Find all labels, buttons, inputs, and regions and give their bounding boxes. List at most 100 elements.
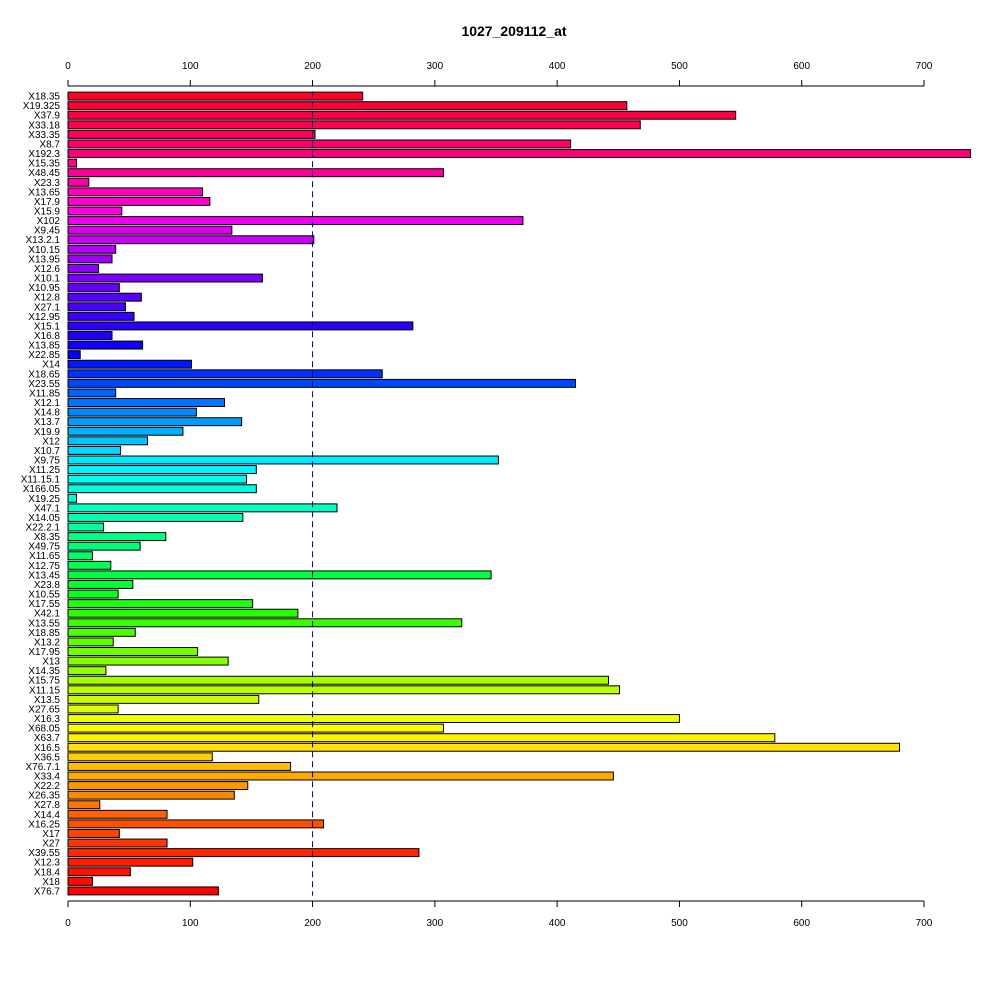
bar (67, 340, 144, 350)
bar (67, 149, 971, 159)
bar (67, 311, 135, 321)
category-label: X22.2.1 (26, 523, 61, 534)
category-label: X18.65 (28, 369, 60, 380)
category-label: X11.25 (29, 465, 60, 476)
category-label: X18.35 (28, 92, 60, 103)
bar (67, 91, 364, 101)
bar (67, 455, 499, 465)
bar (67, 656, 229, 666)
category-label: X12 (42, 436, 60, 447)
tick-label-bottom: 0 (65, 918, 71, 929)
category-label: X22.2 (34, 781, 61, 792)
category-label: X27.8 (34, 800, 61, 811)
bar (67, 216, 524, 226)
category-label: X17.9 (34, 197, 61, 208)
category-label: X10.55 (28, 590, 60, 601)
category-label: X9.75 (34, 455, 61, 466)
bar (67, 484, 257, 494)
tick-label-bottom: 700 (916, 918, 933, 929)
category-label: X11.15.1 (21, 475, 61, 486)
bar (67, 771, 614, 781)
bar (67, 579, 134, 589)
bar (67, 292, 142, 302)
bar (67, 235, 315, 245)
bar (67, 522, 104, 532)
category-label: X33.35 (28, 130, 60, 141)
bar (67, 407, 197, 417)
bar (67, 283, 120, 293)
category-labels: X18.35X19.325X37.9X33.18X33.35X8.7X192.3… (21, 92, 61, 898)
bar (67, 436, 148, 446)
category-label: X27 (42, 839, 60, 850)
bar (67, 867, 131, 877)
category-label: X19.325 (23, 101, 61, 112)
category-label: X76.7 (34, 886, 61, 897)
category-label: X16.5 (34, 743, 61, 754)
bar (67, 848, 420, 858)
category-label: X12.3 (34, 858, 61, 869)
bar (67, 350, 81, 360)
bar (67, 685, 621, 695)
category-label: X68.05 (28, 724, 60, 735)
tick-label-top: 600 (793, 61, 810, 72)
bar (67, 637, 114, 647)
bar (67, 120, 641, 130)
bar (67, 369, 383, 379)
category-label: X10.95 (28, 283, 60, 294)
category-label: X17.95 (28, 647, 60, 658)
tick-label-top: 400 (549, 61, 566, 72)
category-label: X37.9 (34, 111, 61, 122)
category-label: X18.85 (28, 628, 60, 639)
bar (67, 714, 680, 724)
chart-title: 1027_209112_at (461, 23, 566, 39)
bar (67, 560, 112, 570)
category-label: X10.1 (34, 274, 61, 285)
bar (67, 254, 113, 264)
bar (67, 503, 338, 513)
category-label: X22.85 (28, 350, 60, 361)
category-label: X11.65 (29, 551, 60, 562)
category-label: X42.1 (34, 609, 61, 620)
category-label: X13.2.1 (26, 235, 61, 246)
bar (67, 838, 168, 848)
tick-label-top: 100 (182, 61, 199, 72)
bar (67, 493, 78, 503)
bar (67, 819, 325, 829)
bar (67, 196, 211, 206)
category-label: X11.15 (29, 685, 60, 696)
tick-label-top: 700 (916, 61, 933, 72)
bar (67, 465, 257, 475)
category-label: X102 (37, 216, 61, 227)
category-label: X15.35 (28, 159, 60, 170)
category-label: X14.4 (34, 810, 61, 821)
category-label: X13.5 (34, 695, 61, 706)
category-label: X17.55 (28, 599, 60, 610)
x-axis-top: 0 100 200 300 400 500 600 700 (65, 61, 933, 87)
category-label: X15.9 (34, 207, 61, 218)
category-label: X12.8 (34, 293, 61, 304)
category-label: X23.55 (28, 379, 60, 390)
category-label: X9.45 (34, 226, 61, 237)
category-label: X13.55 (28, 618, 60, 629)
bar (67, 551, 93, 561)
bar (67, 647, 199, 656)
bar (67, 723, 444, 733)
tick-label-bottom: 100 (182, 918, 199, 929)
tick-label-bottom: 300 (427, 918, 444, 929)
category-label: X166.05 (23, 484, 61, 495)
bar (67, 110, 737, 120)
category-label: X13.45 (28, 570, 60, 581)
bar (67, 206, 123, 216)
bar (67, 599, 254, 609)
category-label: X11.85 (29, 388, 60, 399)
category-label: X18 (42, 877, 60, 888)
category-label: X76.7.1 (26, 762, 61, 773)
bar (67, 158, 78, 168)
category-label: X15.75 (28, 676, 60, 687)
bar (67, 321, 414, 331)
bar (67, 790, 235, 800)
category-label: X19.25 (28, 494, 60, 505)
category-label: X14.05 (28, 513, 60, 524)
category-label: X19.9 (34, 427, 61, 438)
category-label: X23.8 (34, 580, 61, 591)
